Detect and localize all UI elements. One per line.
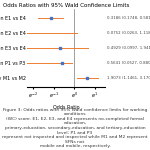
Text: 0.3186 (0.1748, 0.5810): 0.3186 (0.1748, 0.5810) xyxy=(106,16,150,20)
Text: 1.9073 (1.1461, 3.1706): 1.9073 (1.1461, 3.1706) xyxy=(106,76,150,80)
Title: Odds Ratios with 95% Wald Confidence Limits: Odds Ratios with 95% Wald Confidence Lim… xyxy=(3,3,129,8)
Text: Figure 3: Odds ratios with 95% Wald confidence limits for working conditions
(WC: Figure 3: Odds ratios with 95% Wald conf… xyxy=(2,108,148,148)
X-axis label: Odds Ratio: Odds Ratio xyxy=(53,105,79,110)
Text: 0.0752 (0.0263, 1.1186): 0.0752 (0.0263, 1.1186) xyxy=(106,31,150,35)
Text: 0.4929 (0.0997, 1.9410): 0.4929 (0.0997, 1.9410) xyxy=(106,46,150,50)
Text: 0.5641 (0.0527, 0.8809): 0.5641 (0.0527, 0.8809) xyxy=(106,61,150,65)
